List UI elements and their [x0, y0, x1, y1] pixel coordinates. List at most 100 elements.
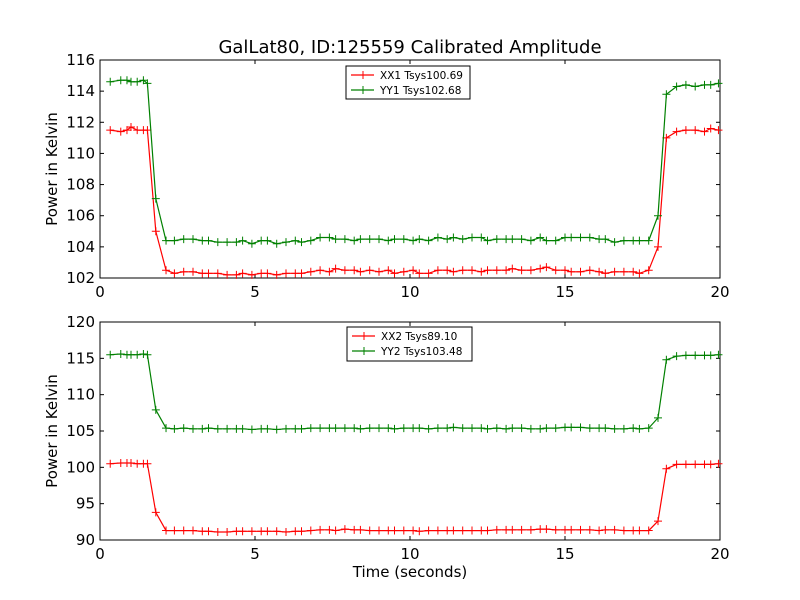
data-point: [306, 424, 315, 433]
data-point: [282, 238, 290, 247]
data-point: [433, 233, 442, 242]
data-point: [263, 269, 272, 278]
data-point: [179, 526, 188, 535]
data-point: [619, 424, 628, 433]
y-axis-label: Power in Kelvin: [43, 374, 61, 488]
data-point: [458, 266, 467, 275]
data-point: [415, 424, 424, 433]
data-point: [585, 266, 594, 275]
data-point: [151, 508, 160, 517]
data-point: [340, 235, 349, 244]
data-point: [213, 528, 222, 537]
data-point: [170, 269, 179, 278]
data-point: [223, 270, 232, 279]
data-point: [122, 76, 131, 85]
data-point: [551, 236, 560, 245]
data-point: [162, 526, 171, 535]
data-point: [629, 424, 638, 433]
data-point: [390, 526, 399, 535]
data-point: [122, 126, 131, 135]
series-line-yy: [110, 353, 719, 431]
x-tick-label: 20: [710, 283, 729, 301]
data-point: [356, 235, 365, 244]
data-point: [477, 233, 486, 242]
data-point: [644, 266, 653, 275]
data-point: [331, 526, 340, 535]
data-point: [350, 424, 359, 433]
data-point: [635, 526, 644, 535]
data-point: [601, 424, 610, 433]
data-point: [551, 525, 560, 534]
x-tick-label: 15: [555, 283, 574, 301]
data-point: [691, 351, 700, 360]
x-tick-label: 5: [250, 283, 260, 301]
y-tick-label: 105: [66, 422, 95, 440]
data-point: [223, 424, 232, 433]
data-point: [297, 269, 306, 278]
series-line-xx: [110, 462, 719, 533]
data-point: [127, 122, 135, 131]
y-tick-label: 112: [66, 113, 95, 131]
data-point: [384, 266, 393, 275]
data-point: [189, 526, 197, 535]
data-point: [306, 236, 315, 245]
data-point: [409, 236, 418, 245]
data-point: [610, 525, 619, 534]
data-point: [517, 235, 526, 244]
y-tick-label: 100: [66, 458, 95, 476]
data-point: [204, 527, 213, 536]
data-point: [458, 526, 467, 535]
bottom-panel: 0 5 10 15 20 90 95 100 105 110 115 120 Power in Kelv…: [43, 313, 730, 581]
data-point: [433, 424, 442, 433]
data-point: [297, 527, 306, 536]
legend-box: [345, 65, 471, 100]
data-point: [526, 236, 535, 245]
data-point: [654, 242, 662, 251]
data-point: [415, 269, 424, 278]
data-point: [179, 424, 188, 433]
data-point: [536, 424, 545, 433]
data-point: [576, 267, 585, 276]
data-point: [282, 269, 290, 278]
data-point: [272, 527, 281, 536]
data-point: [272, 239, 281, 248]
data-point: [601, 525, 610, 534]
data-point: [551, 266, 560, 275]
legend-label: YY2 Tsys103.48: [380, 346, 462, 358]
data-point: [204, 236, 213, 245]
data-point: [492, 266, 501, 275]
data-point: [561, 266, 569, 275]
data-point: [714, 459, 723, 468]
data-point: [619, 267, 628, 276]
data-point: [247, 270, 256, 279]
data-point: [306, 526, 315, 535]
data-point: [375, 235, 383, 244]
legend-box: [346, 326, 473, 362]
data-point: [282, 424, 290, 433]
data-point: [375, 526, 383, 535]
data-point: [662, 464, 671, 473]
data-point: [635, 236, 644, 245]
data-point: [610, 267, 619, 276]
data-point: [297, 424, 306, 433]
data-point: [247, 527, 256, 536]
data-point: [162, 236, 171, 245]
data-point: [106, 77, 115, 86]
legend-label: XX2 Tsys89.10: [381, 331, 457, 343]
data-point: [492, 525, 501, 534]
data-point: [139, 76, 148, 85]
data-point: [443, 266, 452, 275]
data-point: [316, 233, 325, 242]
data-point: [468, 233, 476, 242]
data-point: [424, 526, 433, 535]
legend-marker: [360, 332, 368, 340]
x-tick-label: 10: [400, 545, 419, 563]
data-point: [502, 424, 511, 433]
data-point: [365, 526, 374, 535]
data-point: [365, 266, 374, 275]
data-point: [247, 425, 256, 434]
data-point: [162, 266, 171, 275]
data-point: [601, 235, 610, 244]
data-point: [714, 350, 723, 359]
